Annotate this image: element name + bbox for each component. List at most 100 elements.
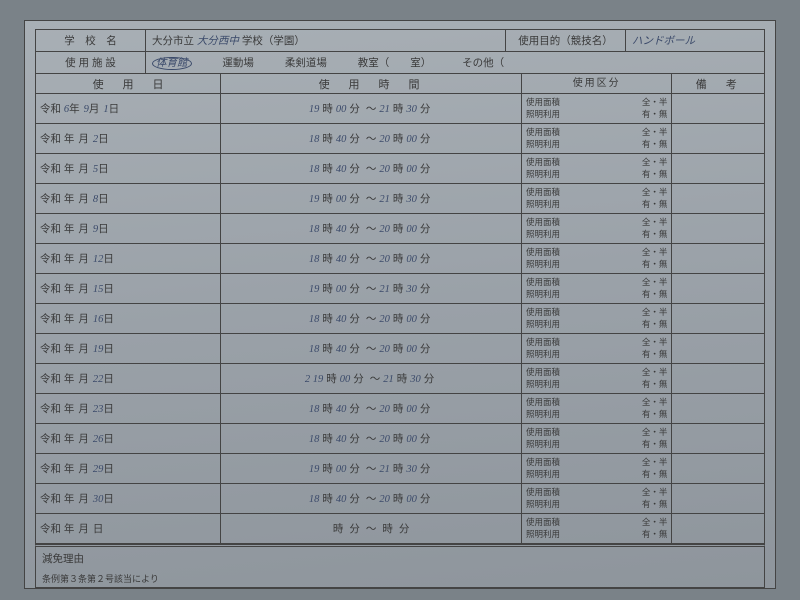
era-label: 令和 [40,103,61,115]
start-hour-hw: 18 [309,404,320,415]
usage-cell: 使用面積全・半照明利用有・無 [521,484,671,514]
min-unit: 分 [420,343,431,355]
start-min-hw: 40 [336,134,347,145]
day-hw: 12 [93,254,104,265]
min-unit: 分 [420,223,431,235]
month-unit: 月 [78,223,89,235]
date-cell: 令和 年月16日 [36,304,221,334]
hour-unit: 時 [393,253,404,265]
col-usage: 使用区分 [521,74,671,94]
tilde: ～ [366,283,377,295]
note-cell [672,514,765,544]
hour-unit: 時 [322,493,333,505]
start-hour-hw: 18 [309,314,320,325]
year-unit: 年 [64,253,75,265]
hour-unit: 時 [322,103,333,115]
end-min-hw: 00 [406,434,417,445]
year-unit: 年 [64,523,75,535]
end-min-hw: 00 [406,494,417,505]
day-unit: 日 [98,163,109,175]
hour-unit: 時 [393,433,404,445]
usage-cell: 使用面積全・半照明利用有・無 [521,334,671,364]
min-unit: 分 [420,313,431,325]
date-cell: 令和 年月日 [36,514,221,544]
min-unit: 分 [349,193,360,205]
light-label: 照明利用 [526,259,560,270]
tilde: ～ [366,253,377,265]
year-unit: 年 [64,313,75,325]
min-unit: 分 [420,493,431,505]
table-row: 令和 年月29日19時00分～21時30分使用面積全・半照明利用有・無 [36,454,765,484]
year-unit: 年 [64,403,75,415]
note-cell [672,94,765,124]
month-unit: 月 [78,523,89,535]
end-min-hw: 00 [406,344,417,355]
era-label: 令和 [40,373,61,385]
time-cell: 18時40分～20時00分 [221,394,522,424]
day-unit: 日 [103,463,114,475]
min-unit: 分 [349,523,360,535]
time-cell: 18時40分～20時00分 [221,154,522,184]
end-min-hw: 00 [406,314,417,325]
day-hw: 19 [93,344,104,355]
era-label: 令和 [40,403,61,415]
light-options: 有・無 [642,289,668,300]
facility-option-gym: 体育館 [152,57,192,70]
date-cell: 令和 年月30日 [36,484,221,514]
footer-section: 減免理由 条例第３条第２号該当により [35,544,765,588]
start-min-hw: 40 [336,494,347,505]
table-row: 令和 年月5日18時40分～20時00分使用面積全・半照明利用有・無 [36,154,765,184]
footer-title: 減免理由 [42,551,758,566]
start-min-hw: 40 [336,404,347,415]
area-options: 全・半 [642,367,668,378]
light-options: 有・無 [642,319,668,330]
hour-unit: 時 [326,373,337,385]
usage-cell: 使用面積全・半照明利用有・無 [521,514,671,544]
area-options: 全・半 [642,97,668,108]
month-unit: 月 [78,463,89,475]
min-unit: 分 [349,403,360,415]
start-hour-hw: 19 [309,194,320,205]
usage-cell: 使用面積全・半照明利用有・無 [521,454,671,484]
date-cell: 令和 年月19日 [36,334,221,364]
time-cell: 19時00分～21時30分 [221,274,522,304]
area-label: 使用面積 [526,97,560,108]
year-unit: 年 [69,103,80,115]
start-min-hw: 00 [336,104,347,115]
end-hour-hw: 20 [379,134,390,145]
end-hour-hw: 20 [379,404,390,415]
date-cell: 令和 年月8日 [36,184,221,214]
facility-option-other: その他（ [462,57,504,69]
era-label: 令和 [40,193,61,205]
hour-unit: 時 [393,463,404,475]
era-label: 令和 [40,163,61,175]
day-hw: 26 [93,434,104,445]
era-label: 令和 [40,493,61,505]
date-cell: 令和 年月2日 [36,124,221,154]
facility-option-dojo: 柔剣道場 [285,57,327,69]
time-cell: 18時40分～20時00分 [221,304,522,334]
area-options: 全・半 [642,397,668,408]
light-label: 照明利用 [526,499,560,510]
era-label: 令和 [40,253,61,265]
start-hour-hw: 19 [309,104,320,115]
tilde: ～ [366,523,377,535]
note-cell [672,214,765,244]
light-label: 照明利用 [526,409,560,420]
area-options: 全・半 [642,277,668,288]
hour-unit: 時 [397,373,408,385]
hour-unit: 時 [393,103,404,115]
tilde: ～ [366,343,377,355]
form-sheet: 学 校 名 大分市立 大分西中 学校（学園） 使用目的（競技名） ハンドボール … [24,20,776,589]
month-unit: 月 [78,283,89,295]
area-options: 全・半 [642,457,668,468]
day-hw: 23 [93,404,104,415]
hour-unit: 時 [393,343,404,355]
table-row: 令和 年月8日19時00分～21時30分使用面積全・半照明利用有・無 [36,184,765,214]
note-cell [672,124,765,154]
hour-unit: 時 [322,163,333,175]
hour-unit: 時 [322,253,333,265]
month-unit: 月 [78,193,89,205]
start-hour-hw: 19 [309,464,320,475]
area-options: 全・半 [642,487,668,498]
